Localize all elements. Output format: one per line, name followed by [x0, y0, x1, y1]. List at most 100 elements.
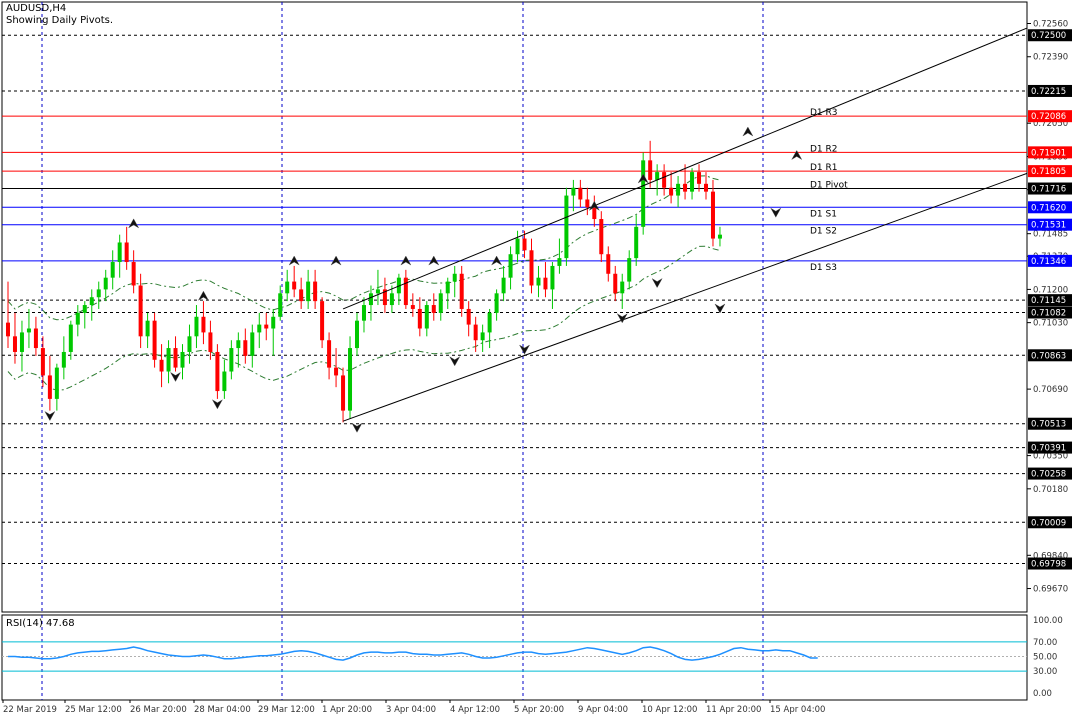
- candle-body: [620, 281, 625, 294]
- candle-body: [480, 332, 485, 341]
- candle-body: [424, 305, 429, 329]
- candle-body: [375, 289, 380, 294]
- candle-body: [306, 281, 311, 302]
- price-level-label: 0.71805: [1031, 167, 1066, 177]
- price-axis-label: 0.69670: [1033, 585, 1068, 595]
- candle-body: [278, 293, 283, 317]
- candle-body: [313, 281, 318, 302]
- candle-body: [341, 375, 346, 411]
- candle-body: [606, 254, 611, 274]
- pivot-level-label: D1 S2: [810, 227, 837, 237]
- candle-body: [641, 160, 646, 227]
- time-axis-label: 10 Apr 12:00: [642, 705, 697, 715]
- candle-body: [403, 277, 408, 306]
- time-axis-label: 29 Mar 12:00: [258, 705, 315, 715]
- candle-body: [159, 359, 164, 372]
- candle-body: [669, 187, 674, 196]
- candle-body: [327, 340, 332, 368]
- candle-body: [522, 238, 527, 251]
- fractal-down-marker: [351, 422, 363, 433]
- price-level-label: 0.72215: [1031, 87, 1066, 97]
- candle-body: [529, 250, 534, 286]
- candle-body: [634, 226, 639, 259]
- price-axis-label: 0.71200: [1033, 285, 1068, 295]
- candle-body: [710, 191, 715, 239]
- fractal-down-marker: [616, 313, 628, 324]
- candle-body: [285, 281, 290, 294]
- candle-body: [473, 324, 478, 341]
- time-axis-label: 25 Mar 12:00: [65, 705, 122, 715]
- candle-body: [368, 293, 373, 306]
- candle-body: [187, 336, 192, 352]
- pivot-level-label: D1 R1: [810, 163, 838, 173]
- rsi-title: RSI(14) 47.68: [6, 618, 75, 629]
- price-level-label: 0.71082: [1031, 308, 1066, 318]
- candle-body: [355, 320, 359, 349]
- fractal-up-marker: [330, 255, 342, 266]
- time-axis-label: 1 Apr 20:00: [322, 705, 372, 715]
- candle-body: [229, 348, 234, 372]
- candle-body: [592, 207, 597, 220]
- fractal-down-marker: [518, 344, 531, 355]
- fractal-down-marker: [211, 399, 224, 410]
- candle-body: [180, 351, 185, 368]
- candle-body: [690, 172, 695, 192]
- candle-body: [459, 273, 464, 309]
- candle-body: [382, 289, 387, 306]
- price-level-label: 0.71145: [1031, 296, 1066, 306]
- price-level-badge: [1028, 182, 1072, 195]
- candle-body: [54, 367, 59, 399]
- fractal-up-marker: [490, 255, 503, 266]
- candle-body: [208, 332, 213, 352]
- time-axis-label: 26 Mar 20:00: [130, 705, 187, 715]
- price-level-badge: [1028, 165, 1072, 178]
- candle-body: [194, 316, 199, 337]
- candle-body: [26, 328, 31, 333]
- candle-body: [19, 332, 24, 352]
- time-axis-label: 22 Mar 2019: [3, 705, 57, 715]
- chart-title: AUDUSD,H4: [6, 3, 67, 14]
- candle-body: [389, 293, 394, 306]
- candle-body: [704, 183, 708, 192]
- candle-body: [257, 324, 262, 333]
- candle-body: [571, 187, 576, 196]
- candle-body: [508, 254, 513, 278]
- price-level-label: 0.69798: [1031, 560, 1066, 570]
- candle-body: [445, 281, 450, 294]
- candle-body: [271, 316, 276, 329]
- candle-body: [550, 265, 555, 290]
- fractal-up-marker: [742, 126, 754, 137]
- price-level-badge: [1028, 110, 1072, 123]
- price-level-badge: [1028, 294, 1072, 307]
- candle-body: [6, 322, 10, 337]
- candle-body: [40, 348, 45, 376]
- pivot-level-label: D1 R2: [810, 144, 838, 154]
- fractal-down-marker: [770, 207, 782, 218]
- price-level-badge: [1028, 417, 1072, 430]
- candle-body: [292, 281, 297, 290]
- candle-body: [452, 273, 457, 282]
- price-level-label: 0.70258: [1031, 470, 1066, 480]
- candle-body: [152, 320, 157, 360]
- candle-body: [348, 348, 353, 411]
- candle-body: [410, 305, 415, 309]
- candle-body: [501, 277, 506, 294]
- candle-body: [138, 285, 143, 337]
- fractal-up-marker: [197, 290, 210, 301]
- pivot-level-label: D1 S1: [810, 209, 837, 219]
- candle-body: [61, 351, 66, 368]
- fractal-up-marker: [127, 218, 140, 229]
- candle-body: [431, 305, 436, 313]
- price-axis-label: 0.72390: [1033, 53, 1068, 63]
- price-axis-label: 0.71030: [1033, 319, 1068, 329]
- price-axis-label: 0.70350: [1033, 452, 1068, 462]
- candle-body: [648, 160, 653, 180]
- candle-body: [676, 183, 681, 196]
- price-level-badge: [1028, 467, 1072, 480]
- time-axis-label: 28 Mar 04:00: [194, 705, 251, 715]
- candle-body: [47, 375, 52, 399]
- candle-body: [334, 367, 339, 376]
- main-plot-frame: [1, 1, 1028, 613]
- candle-body: [466, 308, 471, 325]
